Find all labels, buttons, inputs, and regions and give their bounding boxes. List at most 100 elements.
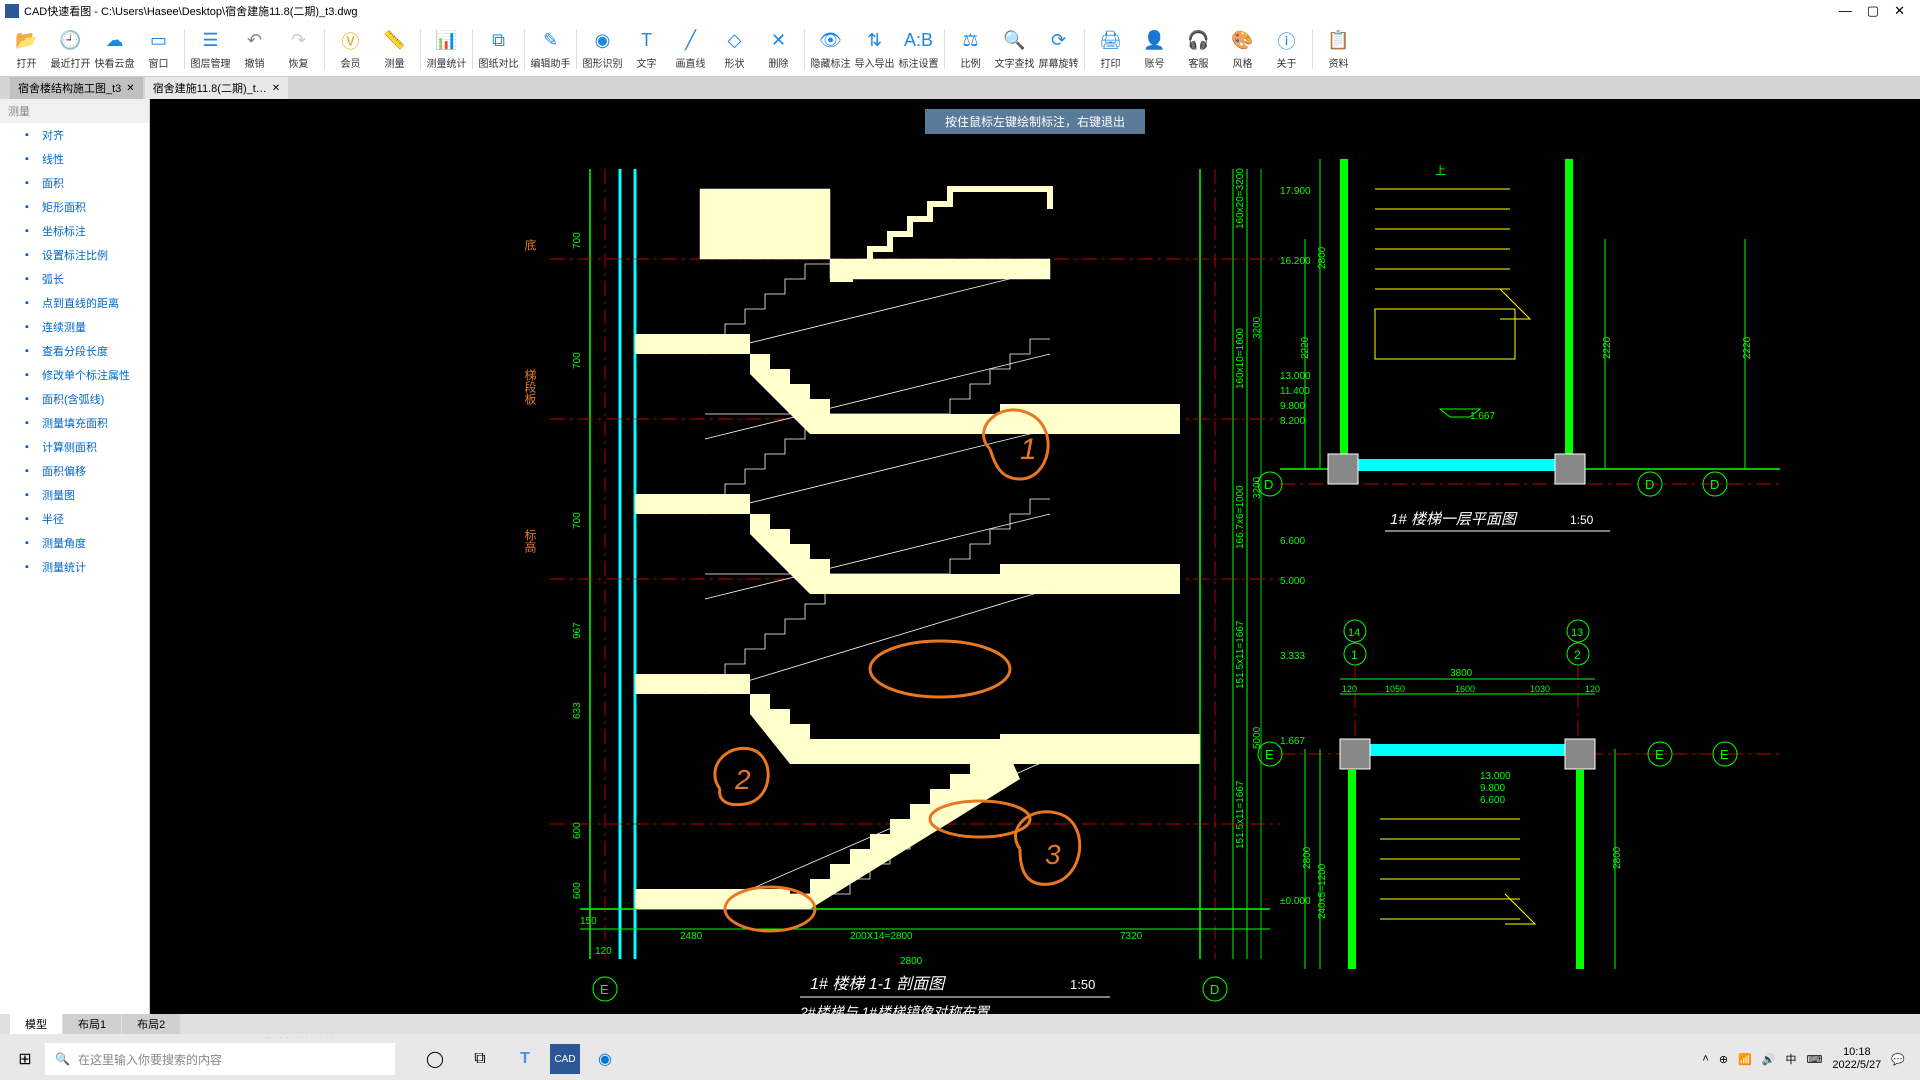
toolbar-文字[interactable]: T文字 (625, 27, 668, 72)
tray-volume-icon[interactable]: 🔊 (1762, 1053, 1776, 1066)
measure-tool-item[interactable]: ▪面积偏移 (0, 459, 149, 483)
tool-icon: ▪ (25, 153, 37, 165)
measure-tool-item[interactable]: ▪测量填充面积 (0, 411, 149, 435)
toolbar-资料[interactable]: 📋资料 (1317, 27, 1360, 72)
tray-notification-icon[interactable]: 💬 (1891, 1053, 1905, 1066)
toolbar-打开[interactable]: 📂打开 (5, 27, 48, 72)
measure-tool-item[interactable]: ▪对齐 (0, 123, 149, 147)
app-edge-icon[interactable]: ◉ (585, 1039, 625, 1079)
toolbar-图层管理[interactable]: ☰图层管理 (189, 27, 232, 72)
toolbar-文字查找[interactable]: 🔍文字查找 (993, 27, 1036, 72)
measure-tool-item[interactable]: ▪矩形面积 (0, 195, 149, 219)
toolbar-测量[interactable]: 📏测量 (373, 27, 416, 72)
svg-text:1# 楼梯一层平面图: 1# 楼梯一层平面图 (1390, 511, 1518, 528)
measure-tool-item[interactable]: ▪点到直线的距离 (0, 291, 149, 315)
system-tray: ˄ ⊕ 📶 🔊 中 ⌨ 10:182022/5/27 💬 (1702, 1046, 1915, 1072)
layout-tabbar: 模型布局1布局2 (0, 1014, 1920, 1034)
layout-tab[interactable]: 布局1 (63, 1014, 121, 1034)
toolbar-图纸对比[interactable]: ⧉图纸对比 (477, 27, 520, 72)
toolbar-打印[interactable]: 🖨打印 (1089, 27, 1132, 72)
measure-tool-item[interactable]: ▪连续测量 (0, 315, 149, 339)
measure-tool-item[interactable]: ▪设置标注比例 (0, 243, 149, 267)
close-button[interactable]: ✕ (1894, 3, 1905, 19)
layout-tab[interactable]: 布局2 (122, 1014, 180, 1034)
toolbar-恢复[interactable]: ↷恢复 (277, 27, 320, 72)
svg-text:E: E (1720, 747, 1729, 762)
measure-tool-item[interactable]: ▪修改单个标注属性 (0, 363, 149, 387)
app-tencent-icon[interactable]: T (505, 1039, 545, 1079)
tray-network-icon[interactable]: ⊕ (1719, 1053, 1728, 1066)
tool-icon: ▪ (25, 249, 37, 261)
svg-text:120: 120 (595, 946, 612, 957)
close-icon[interactable]: ✕ (126, 83, 134, 94)
search-box[interactable]: 🔍 在这里输入你要搜索的内容 (45, 1043, 395, 1075)
measure-tool-item[interactable]: ▪坐标标注 (0, 219, 149, 243)
toolbar-客服[interactable]: 🎧客服 (1177, 27, 1220, 72)
measure-tool-item[interactable]: ▪线性 (0, 147, 149, 171)
minimize-button[interactable]: — (1839, 3, 1852, 19)
svg-text:标高: 标高 (523, 529, 537, 554)
doc-tab[interactable]: 宿舍建施11.8(二期)_t…✕ (145, 77, 288, 99)
measure-tool-item[interactable]: ▪面积(含弧线) (0, 387, 149, 411)
measure-tool-item[interactable]: ▪测量统计 (0, 555, 149, 579)
measure-tool-item[interactable]: ▪计算侧面积 (0, 435, 149, 459)
tool-icon: ▪ (25, 537, 37, 549)
doc-tab[interactable]: 宿舍楼结构施工图_t3✕ (10, 77, 143, 99)
start-button[interactable]: ⊞ (5, 1039, 45, 1079)
drawing-canvas[interactable]: 按住鼠标左键绘制标注，右键退出 (150, 99, 1920, 1014)
toolbar-比例[interactable]: ⚖比例 (949, 27, 992, 72)
toolbar-关于[interactable]: ⓘ关于 (1265, 27, 1308, 72)
toolbar-窗口[interactable]: ▭窗口 (137, 27, 180, 72)
measure-tool-item[interactable]: ▪面积 (0, 171, 149, 195)
tool-icon: ▪ (25, 201, 37, 213)
svg-text:240x5=1200: 240x5=1200 (1317, 863, 1328, 919)
maximize-button[interactable]: ▢ (1867, 3, 1879, 19)
tool-icon: ▪ (25, 225, 37, 237)
measure-tool-item[interactable]: ▪查看分段长度 (0, 339, 149, 363)
tray-keyboard-icon[interactable]: ⌨ (1806, 1053, 1822, 1066)
tool-icon: ▪ (25, 393, 37, 405)
toolbar-标注设置[interactable]: A:B标注设置 (897, 27, 940, 72)
svg-text:1.667: 1.667 (1470, 411, 1495, 422)
tray-ime-icon[interactable]: 中 (1785, 1051, 1796, 1067)
measure-tool-item[interactable]: ▪测量图 (0, 483, 149, 507)
toolbar-图形识别[interactable]: ◉图形识别 (581, 27, 624, 72)
tool-icon: ▪ (25, 177, 37, 189)
toolbar-隐藏标注[interactable]: 👁隐藏标注 (809, 27, 852, 72)
svg-text:1600: 1600 (1455, 684, 1475, 694)
svg-text:2: 2 (734, 764, 751, 795)
toolbar-屏幕旋转[interactable]: ⟳屏幕旋转 (1037, 27, 1080, 72)
toolbar-快看云盘[interactable]: ☁快看云盘 (93, 27, 136, 72)
svg-text:200X14=2800: 200X14=2800 (850, 931, 913, 942)
toolbar-删除[interactable]: ✕删除 (757, 27, 800, 72)
document-tabbar: 宿舍楼结构施工图_t3✕宿舍建施11.8(二期)_t…✕ (0, 77, 1920, 99)
svg-text:700: 700 (572, 512, 583, 529)
toolbar-画直线[interactable]: ╱画直线 (669, 27, 712, 72)
measure-tool-item[interactable]: ▪弧长 (0, 267, 149, 291)
toolbar-编辑助手[interactable]: ✎编辑助手 (529, 27, 572, 72)
toolbar-账号[interactable]: 👤账号 (1133, 27, 1176, 72)
svg-text:700: 700 (572, 232, 583, 249)
measure-tool-item[interactable]: ▪测量角度 (0, 531, 149, 555)
toolbar-风格[interactable]: 🎨风格 (1221, 27, 1264, 72)
app-cad-icon[interactable]: CAD (550, 1044, 580, 1074)
close-icon[interactable]: ✕ (272, 83, 280, 94)
toolbar-形状[interactable]: ◇形状 (713, 27, 756, 72)
windows-taskbar: ⊞ 🔍 在这里输入你要搜索的内容 ◯ ⧉ T CAD ◉ ˄ ⊕ 📶 🔊 中 ⌨… (0, 1038, 1920, 1080)
toolbar-测量统计[interactable]: 📊测量统计 (425, 27, 468, 72)
svg-text:D: D (1264, 477, 1273, 492)
toolbar-会员[interactable]: Ⓥ会员 (329, 27, 372, 72)
taskview-icon[interactable]: ◯ (415, 1039, 455, 1079)
cortana-icon[interactable]: ⧉ (460, 1039, 500, 1079)
layout-tab[interactable]: 模型 (10, 1014, 62, 1034)
svg-text:2800: 2800 (1612, 846, 1623, 869)
toolbar-最近打开[interactable]: 🕘最近打开 (49, 27, 92, 72)
tray-wifi-icon[interactable]: 📶 (1738, 1053, 1752, 1066)
toolbar-撤销[interactable]: ↶撤销 (233, 27, 276, 72)
taskbar-clock[interactable]: 10:182022/5/27 (1832, 1046, 1881, 1072)
svg-text:3: 3 (1045, 839, 1061, 870)
measure-tool-item[interactable]: ▪半径 (0, 507, 149, 531)
svg-text:1: 1 (1351, 648, 1358, 662)
tray-chevron-icon[interactable]: ˄ (1702, 1053, 1708, 1065)
toolbar-导入导出[interactable]: ⇅导入导出 (853, 27, 896, 72)
